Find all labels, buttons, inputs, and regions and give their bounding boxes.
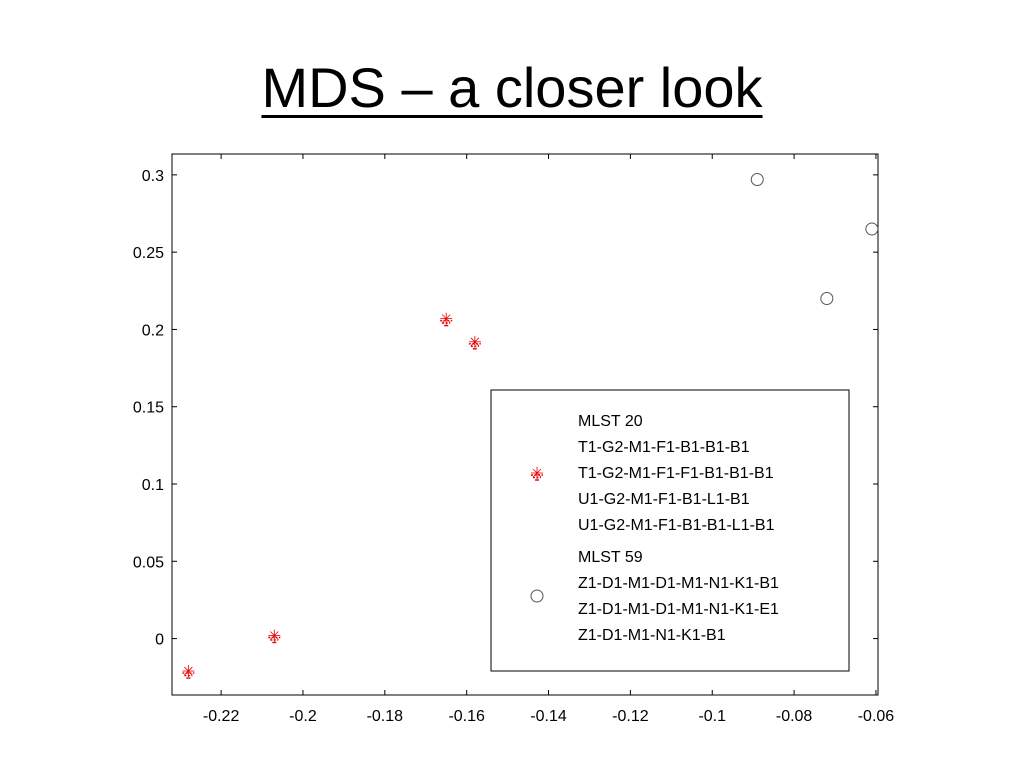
- x-tick-label: -0.12: [612, 708, 649, 725]
- star-marker: [468, 335, 481, 350]
- slide-title: MDS – a closer look: [261, 56, 763, 119]
- legend-box: [490, 389, 850, 672]
- star-marker: [182, 665, 195, 679]
- star-marker: [531, 467, 543, 481]
- legend-entry-text: MLST 59: [578, 549, 643, 566]
- x-axis: -0.22 -0.2 -0.18 -0.16 -0.14 -0.12 -0.1 -0.08 -0…: [203, 154, 894, 725]
- x-tick-label: -0.22: [203, 708, 240, 725]
- star-marker: [268, 629, 281, 644]
- legend-entry-text: Z1-D1-M1-D1-M1-N1-K1-E1: [578, 601, 779, 618]
- x-tick-label: -0.2: [289, 708, 317, 725]
- legend-entry-text: MLST 20: [578, 413, 643, 430]
- x-tick-label: -0.1: [698, 708, 726, 725]
- y-tick-label: 0.2: [142, 322, 164, 339]
- circle-marker: [820, 292, 834, 306]
- x-tick-label: -0.06: [858, 708, 895, 725]
- circle-marker: [750, 173, 764, 187]
- x-tick-label: -0.16: [448, 708, 485, 725]
- y-tick-label: 0.05: [133, 554, 164, 571]
- star-marker: [440, 312, 453, 327]
- legend-entry-text: Z1-D1-M1-D1-M1-N1-K1-B1: [578, 575, 779, 592]
- plot-frame: [171, 153, 879, 696]
- y-axis: 0 0.05 0.1 0.15 0.2 0.25 0.3: [133, 168, 878, 649]
- y-tick-label: 0.3: [142, 168, 164, 185]
- circle-marker: [530, 589, 544, 603]
- x-tick-label: -0.08: [776, 708, 813, 725]
- y-tick-label: 0.1: [142, 477, 164, 494]
- x-tick-label: -0.18: [367, 708, 404, 725]
- legend-entry-text: U1-G2-M1-F1-B1-B1-L1-B1: [578, 517, 775, 534]
- data-points: [182, 173, 879, 679]
- legend: MLST 20 T1-G2-M1-F1-B1-B1-B1 T1-G2-M1-F1-F…: [490, 389, 850, 672]
- y-tick-label: 0.15: [133, 400, 164, 417]
- legend-entry-text: T1-G2-M1-F1-F1-B1-B1-B1: [578, 465, 774, 482]
- legend-entry-text: T1-G2-M1-F1-B1-B1-B1: [578, 439, 750, 456]
- circle-marker: [865, 222, 879, 236]
- legend-entry-text: Z1-D1-M1-N1-K1-B1: [578, 627, 726, 644]
- y-tick-label: 0.25: [133, 245, 164, 262]
- x-tick-label: -0.14: [530, 708, 567, 725]
- legend-entry-text: U1-G2-M1-F1-B1-L1-B1: [578, 491, 750, 508]
- y-tick-label: 0: [155, 632, 164, 649]
